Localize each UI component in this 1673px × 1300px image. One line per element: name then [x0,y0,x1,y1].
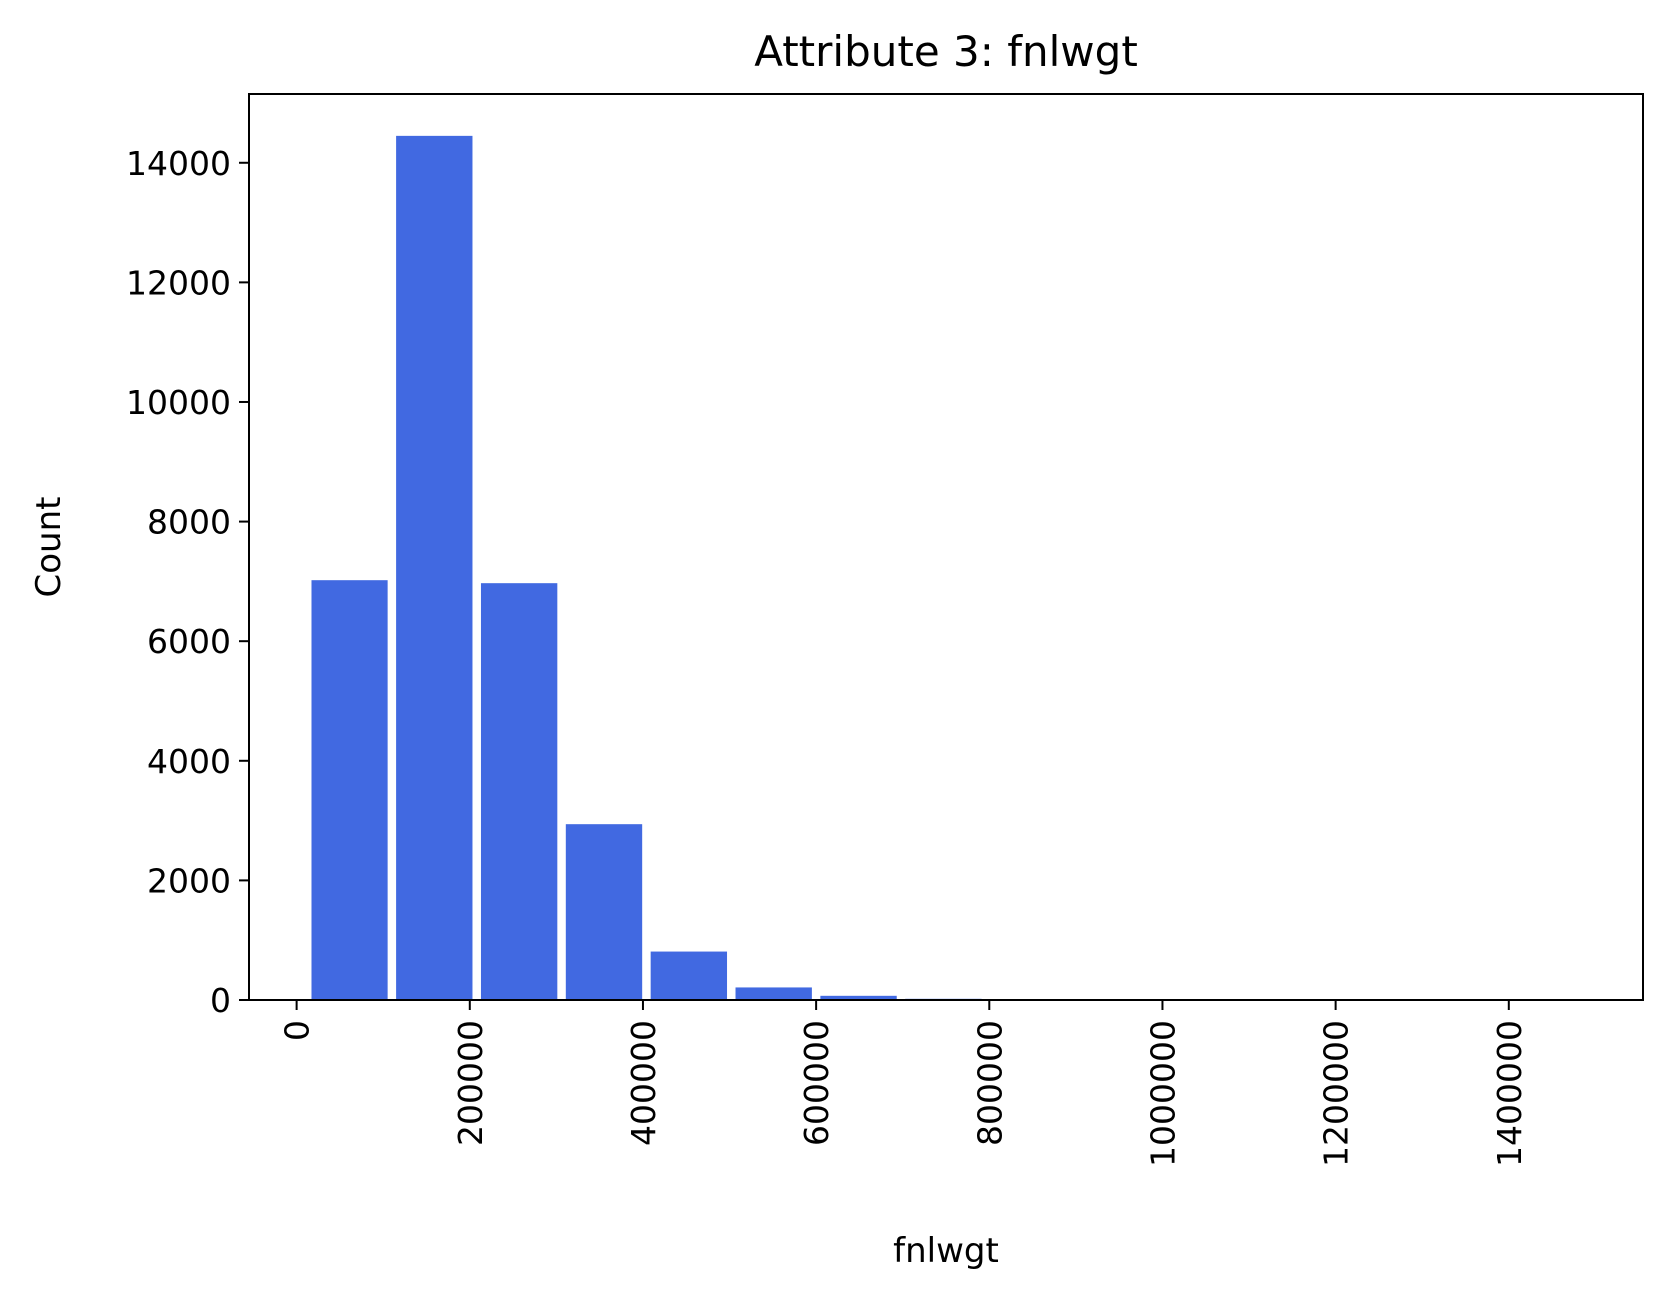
y-tick-label: 8000 [147,503,231,542]
bars-group [311,135,1578,1000]
y-tick-label: 10000 [126,383,231,422]
y-tick-label: 6000 [147,622,231,661]
y-axis-ticks: 0 2000 4000 6000 8000 10000 12000 14000 [126,144,249,1020]
plot-frame [248,93,1644,1001]
x-axis-ticks: 0 200000 400000 600000 800000 1000000 1200000 1… [278,1000,1529,1167]
y-axis-label: Count [29,497,69,598]
x-tick-label: 0 [278,1020,317,1041]
y-tick-label: 2000 [147,861,231,900]
x-tick-label: 1200000 [1317,1020,1356,1167]
y-tick-label: 14000 [126,144,231,183]
chart-title: Attribute 3: fnlwgt [754,27,1138,76]
histogram-bar [480,583,558,1000]
x-tick-label: 600000 [797,1020,836,1146]
histogram-bar [396,135,473,1000]
y-tick-label: 4000 [147,742,231,781]
histogram-bar [820,995,897,1000]
x-tick-label: 800000 [970,1020,1009,1146]
histogram-bar [735,987,812,1000]
x-tick-label: 1400000 [1490,1020,1529,1167]
y-tick-label: 12000 [126,263,231,302]
y-tick-label: 0 [210,981,231,1020]
histogram-bar [311,580,388,1000]
x-tick-label: 400000 [624,1020,663,1146]
histogram-bar [565,824,643,1000]
histogram-bar [650,951,728,1000]
x-axis-label: fnlwgt [893,1231,999,1271]
x-tick-label: 200000 [451,1020,490,1146]
x-tick-label: 1000000 [1143,1020,1182,1167]
